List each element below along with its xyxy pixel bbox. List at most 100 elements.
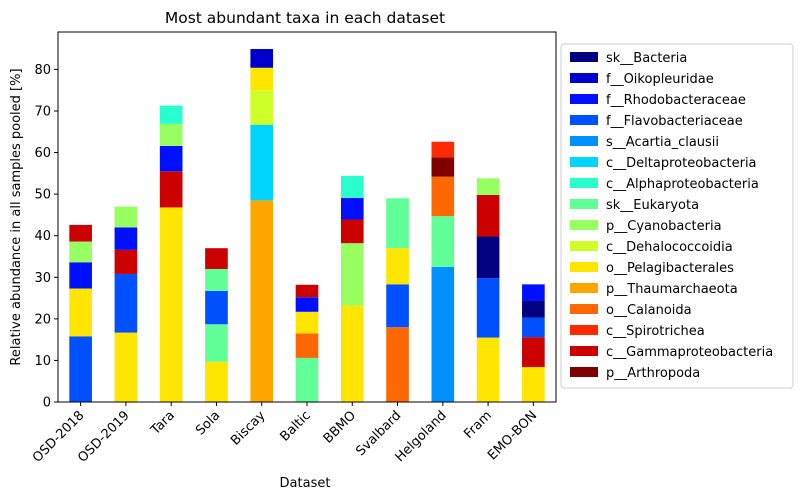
bar-segment-osd-2018-c-gammaproteobacteria — [69, 224, 92, 242]
bar-segment-emo-bon-o-pelagibacterales — [522, 367, 545, 402]
y-tick-label: 20 — [34, 312, 51, 327]
bar-segment-helgoland-s-acartia-clausii — [431, 266, 455, 402]
legend-label: p__Thaumarchaeota — [606, 282, 738, 297]
legend-swatch — [570, 241, 598, 251]
legend: sk__Bacteria f__Oikopleuridae f__Rhodobact… — [560, 43, 794, 389]
bar-segment-svalbard-f-flavobacteriaceae — [386, 284, 409, 328]
bar-segment-tara-o-pelagibacterales — [159, 207, 183, 402]
legend-swatch — [570, 73, 598, 83]
legend-label: sk__Eukaryota — [606, 198, 699, 213]
legend-swatch — [570, 115, 598, 125]
bar-segment-osd-2018-f-flavobacteriaceae — [69, 336, 92, 402]
legend-swatch — [570, 199, 598, 209]
y-tick-label: 80 — [34, 63, 51, 78]
legend-swatch — [570, 136, 598, 146]
bar-segment-osd-2019-f-flavobacteriaceae — [114, 273, 138, 333]
y-tick-label: 10 — [34, 354, 51, 369]
bar-segment-helgoland-c-spirotrichea — [431, 141, 455, 158]
bar-segment-sola-o-pelagibacterales — [205, 361, 228, 402]
y-tick-label: 60 — [34, 146, 51, 161]
legend-label: o__Calanoida — [606, 303, 692, 318]
y-tick-label: 0 — [43, 396, 51, 411]
legend-label: c__Dehalococcoidia — [606, 240, 733, 255]
legend-swatch — [570, 325, 598, 335]
bar-segment-baltic-sk-eukaryota — [295, 357, 319, 402]
legend-label: o__Pelagibacterales — [606, 261, 734, 276]
legend-swatch — [570, 178, 598, 188]
bar-segment-emo-bon-sk-bacteria — [522, 300, 545, 318]
legend-label: f__Flavobacteriaceae — [606, 114, 743, 129]
bar-segment-biscay-c-dehalococcoidia — [250, 90, 274, 125]
bar-segment-sola-f-flavobacteriaceae — [205, 291, 228, 325]
bar-segment-osd-2018-f-rhodobacteraceae — [69, 262, 92, 289]
bar-segment-osd-2019-c-gammaproteobacteria — [114, 249, 138, 274]
bar-segment-baltic-f-rhodobacteraceae — [295, 297, 319, 312]
bar-segment-osd-2019-p-cyanobacteria — [114, 206, 138, 228]
legend-label: p__Arthropoda — [606, 366, 700, 381]
legend-label: f__Rhodobacteraceae — [606, 93, 746, 108]
legend-label: c__Deltaproteobacteria — [606, 156, 757, 171]
legend-label: s__Acartia_clausii — [606, 135, 719, 150]
bar-segment-fram-sk-bacteria — [476, 236, 500, 279]
bar-segment-bbmo-c-alphaproteobacteria — [340, 175, 364, 198]
bar-segment-fram-f-flavobacteriaceae — [476, 278, 500, 338]
y-tick-label: 30 — [34, 271, 51, 286]
y-tick-label: 50 — [34, 188, 51, 203]
chart-title: Most abundant taxa in each dataset — [165, 9, 445, 27]
bar-segment-svalbard-sk-eukaryota — [386, 198, 409, 249]
bar-segment-baltic-o-pelagibacterales — [295, 311, 319, 334]
bar-segment-fram-o-pelagibacterales — [476, 337, 500, 402]
bar-segment-biscay-o-pelagibacterales — [250, 67, 274, 91]
bar-segment-baltic-o-calanoida — [295, 333, 319, 358]
y-tick-label: 70 — [34, 104, 51, 119]
bar-segment-osd-2019-f-rhodobacteraceae — [114, 227, 138, 250]
bar-segment-helgoland-p-arthropoda — [431, 157, 455, 177]
legend-label: f__Oikopleuridae — [606, 72, 714, 87]
legend-label: p__Cyanobacteria — [606, 219, 722, 234]
bar-segment-emo-bon-c-gammaproteobacteria — [522, 337, 545, 368]
legend-swatch — [570, 262, 598, 272]
legend-swatch — [570, 94, 598, 104]
y-axis: 0 10 20 30 40 50 60 70 80 — [34, 63, 58, 411]
bar-segment-biscay-c-deltaproteobacteria — [250, 124, 274, 201]
bar-segment-fram-c-gammaproteobacteria — [476, 194, 500, 237]
bar-segment-bbmo-c-gammaproteobacteria — [340, 219, 364, 244]
bar-segment-bbmo-f-rhodobacteraceae — [340, 197, 364, 220]
legend-box — [560, 43, 794, 389]
bar-segment-helgoland-o-calanoida — [431, 176, 455, 217]
bar-segment-biscay-p-thaumarchaeota — [250, 200, 274, 402]
bar-segment-biscay-f-oikopleuridae — [250, 49, 274, 68]
bar-segment-sola-sk-eukaryota — [205, 324, 228, 362]
bar-segment-sola-sk-eukaryota — [205, 268, 228, 291]
legend-swatch — [570, 157, 598, 167]
bar-segment-bbmo-o-pelagibacterales — [340, 305, 364, 402]
bar-segment-tara-c-alphaproteobacteria — [159, 105, 183, 124]
bar-segment-tara-p-cyanobacteria — [159, 123, 183, 146]
bar-segments — [69, 49, 545, 402]
bar-segment-osd-2018-p-cyanobacteria — [69, 241, 92, 263]
legend-label: sk__Bacteria — [606, 51, 687, 66]
y-axis-label: Relative abundance in all samples pooled… — [9, 68, 24, 365]
bar-segment-fram-p-cyanobacteria — [476, 178, 500, 195]
plot-frame — [57, 31, 557, 403]
legend-swatch — [570, 304, 598, 314]
legend-label: c__Gammaproteobacteria — [606, 345, 773, 360]
bar-segment-tara-f-rhodobacteraceae — [159, 145, 183, 172]
legend-swatch — [570, 220, 598, 230]
bar-segment-emo-bon-f-rhodobacteraceae — [522, 284, 545, 301]
legend-swatch — [570, 346, 598, 356]
bar-segment-svalbard-o-pelagibacterales — [386, 248, 409, 285]
y-tick-label: 40 — [34, 229, 51, 244]
bar-segment-baltic-c-gammaproteobacteria — [295, 284, 319, 298]
bar-segment-osd-2019-o-pelagibacterales — [114, 332, 138, 402]
bar-segment-tara-c-gammaproteobacteria — [159, 171, 183, 208]
bar-segment-svalbard-o-calanoida — [386, 327, 409, 402]
bar-segment-helgoland-sk-eukaryota — [431, 216, 455, 267]
legend-swatch — [570, 283, 598, 293]
legend-label: c__Spirotrichea — [606, 324, 705, 339]
bar-segment-bbmo-p-cyanobacteria — [340, 243, 364, 306]
bar-segment-emo-bon-f-flavobacteriaceae — [522, 317, 545, 338]
legend-label: c__Alphaproteobacteria — [606, 177, 759, 192]
legend-swatch — [570, 52, 598, 62]
